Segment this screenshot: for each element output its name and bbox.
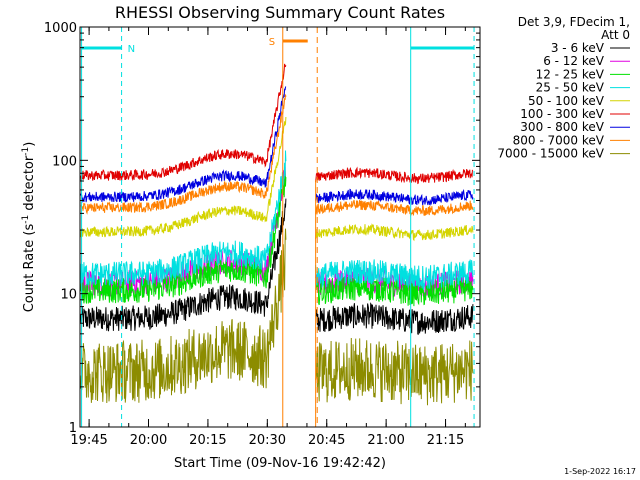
legend-label-8: 7000 - 15000 keV — [497, 147, 604, 161]
interval-layer: NS — [81, 27, 475, 427]
plot-frame — [79, 26, 481, 428]
legend-label-3: 25 - 50 keV — [536, 81, 605, 95]
series-7 — [80, 94, 474, 218]
series-layer — [80, 63, 474, 406]
x-tick-label-3: 20:30 — [249, 433, 286, 448]
legend-label-6: 300 - 800 keV — [520, 120, 604, 134]
y-tick-label-0: 1 — [69, 421, 77, 436]
series-line-8-seg0 — [80, 228, 287, 404]
x-tick-label-4: 20:45 — [308, 433, 345, 448]
y-axis-label-sup1: -1 — [21, 215, 31, 224]
x-tick-label-5: 21:00 — [367, 433, 404, 448]
series-line-6-seg1 — [315, 188, 474, 206]
series-line-5-seg1 — [315, 166, 474, 185]
legend-header-line2: Att 0 — [601, 28, 630, 42]
y-tick-label-2: 100 — [52, 154, 77, 169]
series-line-2-seg0 — [80, 170, 287, 304]
series-line-0-seg1 — [315, 302, 474, 335]
x-tick-label-0: 19:45 — [70, 433, 107, 448]
legend-label-2: 12 - 25 keV — [536, 67, 605, 81]
legend-label-5: 100 - 300 keV — [520, 107, 604, 121]
y-axis-label-part3: ) — [22, 142, 37, 147]
series-8 — [80, 228, 474, 406]
y-axis-label-part2: detector — [22, 155, 37, 215]
series-line-3-seg0 — [80, 150, 287, 287]
series-line-7-seg1 — [315, 199, 474, 218]
y-axis-label-sup2: -1 — [21, 147, 31, 156]
tick-layer: 19:45 20:00 20:15 20:30 20:45 21:00 21:15 1 10 10… — [44, 21, 480, 448]
series-line-7-seg0 — [80, 94, 287, 215]
series-4 — [80, 116, 474, 242]
x-tick-label-1: 20:00 — [130, 433, 167, 448]
night-label-0: N — [128, 44, 135, 55]
saa-label-0: S — [269, 37, 275, 48]
series-line-3-seg1 — [315, 259, 474, 290]
y-tick-label-1: 10 — [60, 288, 77, 303]
series-line-6-seg0 — [80, 86, 287, 203]
series-2 — [80, 170, 474, 307]
x-tick-label-2: 20:15 — [189, 433, 226, 448]
series-line-4-seg0 — [80, 116, 287, 238]
x-tick-label-6: 21:15 — [427, 433, 464, 448]
legend-header-line1: Det 3,9, FDecim 1, — [518, 15, 630, 29]
series-5 — [80, 63, 474, 185]
legend-label-4: 50 - 100 keV — [528, 94, 605, 108]
legend-label-7: 800 - 7000 keV — [513, 133, 605, 147]
chart-title: RHESSI Observing Summary Count Rates — [115, 3, 445, 22]
series-line-2-seg1 — [315, 275, 474, 307]
series-3 — [80, 150, 474, 290]
series-line-8-seg1 — [315, 337, 474, 406]
y-tick-label-3: 1000 — [44, 21, 77, 36]
legend-label-1: 6 - 12 keV — [543, 54, 605, 68]
series-line-0-seg0 — [80, 198, 287, 332]
footer-date: 1-Sep-2022 16:17 — [564, 467, 636, 476]
x-axis-label: Start Time (09-Nov-16 19:42:42) — [174, 456, 386, 471]
series-line-4-seg1 — [315, 223, 474, 242]
y-axis-label-part1: Count Rate (s — [22, 224, 37, 313]
y-axis-label: Count Rate (s-1 detector-1) — [21, 142, 37, 313]
series-6 — [80, 86, 474, 206]
legend-label-0: 3 - 6 keV — [551, 41, 605, 55]
series-line-5-seg0 — [80, 63, 287, 182]
series-0 — [80, 198, 474, 335]
